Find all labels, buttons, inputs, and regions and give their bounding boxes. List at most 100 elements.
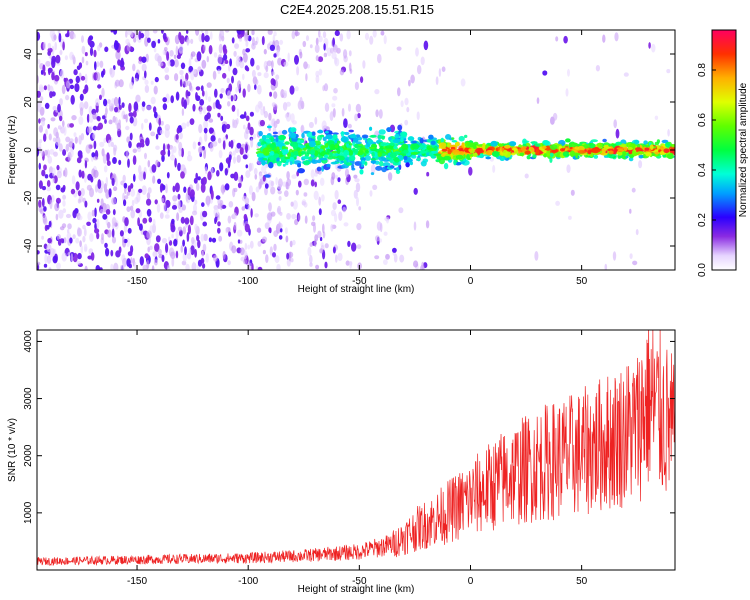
heatmap-cell bbox=[228, 154, 232, 161]
heatmap-cell bbox=[665, 142, 671, 148]
heatmap-cell bbox=[130, 188, 136, 197]
heatmap-cell bbox=[273, 243, 277, 252]
heatmap-cell bbox=[215, 195, 221, 200]
heatmap-cell bbox=[175, 250, 179, 259]
heatmap-cell bbox=[451, 140, 458, 143]
heatmap-cell bbox=[197, 176, 201, 181]
heatmap-cell bbox=[172, 195, 178, 202]
colorbar-ticks: 0.0 0.2 0.4 0.6 0.8 bbox=[697, 63, 716, 277]
heatmap-cell bbox=[247, 83, 251, 93]
heatmap-cell bbox=[171, 218, 175, 225]
heatmap-cell bbox=[334, 57, 340, 67]
heatmap-cell bbox=[534, 251, 539, 261]
heatmap-cell bbox=[143, 118, 149, 124]
heatmap-cell bbox=[343, 159, 347, 165]
heatmap-cell bbox=[317, 56, 324, 63]
heatmap-cell bbox=[230, 139, 234, 149]
heatmap-cell bbox=[135, 94, 141, 103]
heatmap-cell bbox=[234, 43, 240, 49]
heatmap-cell bbox=[55, 184, 61, 191]
heatmap-cell bbox=[155, 133, 159, 140]
heatmap-cell bbox=[158, 117, 161, 126]
heatmap-cell bbox=[217, 221, 221, 227]
heatmap-cell bbox=[294, 54, 299, 65]
heatmap-cell bbox=[666, 69, 671, 74]
heatmap-cell bbox=[413, 187, 418, 195]
heatmap-cell bbox=[202, 243, 207, 252]
heatmap-cell bbox=[663, 148, 670, 153]
heatmap-cell bbox=[204, 132, 208, 142]
heatmap-cell bbox=[145, 137, 150, 147]
heatmap-cell bbox=[140, 142, 145, 148]
heatmap-cell bbox=[177, 200, 182, 210]
heatmap-cell bbox=[294, 86, 299, 92]
heatmap-cell bbox=[179, 69, 184, 76]
heatmap-cell bbox=[353, 174, 358, 179]
heatmap-cell bbox=[86, 113, 90, 123]
heatmap-cell bbox=[79, 93, 84, 101]
heatmap-cell bbox=[159, 129, 164, 135]
heatmap-cell bbox=[341, 107, 345, 117]
figure-title: C2E4.2025.208.15.51.R15 bbox=[280, 2, 434, 17]
heatmap-cell bbox=[346, 30, 351, 40]
heatmap-cell bbox=[443, 162, 449, 170]
heatmap-cell bbox=[385, 145, 394, 149]
heatmap-cell bbox=[170, 154, 176, 161]
heatmap-cell bbox=[259, 178, 263, 189]
heatmap-cell bbox=[141, 122, 144, 130]
heatmap-cell bbox=[164, 74, 170, 81]
heatmap-cell bbox=[279, 211, 283, 216]
heatmap-cell bbox=[91, 209, 95, 217]
heatmap-cell bbox=[198, 124, 203, 134]
heatmap-cell bbox=[206, 82, 212, 88]
heatmap-cell bbox=[157, 248, 162, 255]
heatmap-cell bbox=[222, 72, 227, 79]
heatmap-cell bbox=[404, 119, 409, 126]
heatmap-cell bbox=[614, 32, 619, 42]
heatmap-cell bbox=[381, 166, 387, 173]
heatmap-cell bbox=[174, 73, 179, 82]
heatmap-cell bbox=[224, 30, 230, 33]
heatmap-cell bbox=[622, 151, 627, 156]
heatmap-cell bbox=[491, 151, 500, 157]
heatmap-cell bbox=[242, 48, 246, 56]
colorbar-tick-label: 0.0 bbox=[697, 263, 708, 277]
heatmap-cell bbox=[222, 250, 226, 260]
heatmap-cell bbox=[195, 172, 198, 180]
heatmap-cell bbox=[378, 129, 386, 135]
heatmap-cell bbox=[204, 114, 209, 122]
heatmap-cell bbox=[208, 127, 214, 134]
heatmap-cell bbox=[212, 140, 218, 147]
heatmap-cell bbox=[49, 149, 55, 155]
heatmap-cell bbox=[171, 205, 178, 210]
heatmap-cell bbox=[278, 178, 283, 188]
heatmap-cell bbox=[254, 40, 258, 46]
heatmap-cell bbox=[348, 50, 352, 57]
heatmap-cell bbox=[297, 163, 301, 168]
heatmap-cell bbox=[290, 201, 294, 207]
heatmap-cell bbox=[370, 157, 376, 161]
heatmap-cell bbox=[360, 164, 364, 167]
heatmap-cell bbox=[254, 79, 259, 85]
heatmap-cell bbox=[649, 144, 654, 151]
heatmap-cell bbox=[309, 262, 313, 267]
heatmap-cell bbox=[186, 30, 189, 34]
x-tick-label: -100 bbox=[238, 276, 258, 287]
heatmap-cell bbox=[167, 236, 171, 242]
heatmap-cell bbox=[343, 137, 348, 143]
heatmap-cell bbox=[214, 217, 217, 225]
heatmap-cell bbox=[411, 143, 420, 150]
heatmap-cell bbox=[330, 224, 334, 232]
heatmap-cell bbox=[110, 141, 115, 147]
heatmap-cell bbox=[114, 106, 119, 113]
x-tick-label: -50 bbox=[352, 276, 367, 287]
heatmap-cell bbox=[542, 140, 550, 145]
heatmap-cell bbox=[51, 45, 55, 56]
heatmap-cell bbox=[167, 143, 170, 150]
heatmap-cell bbox=[303, 192, 308, 197]
heatmap-cell bbox=[359, 169, 364, 175]
heatmap-cell bbox=[197, 141, 201, 146]
heatmap-cell bbox=[81, 170, 85, 179]
heatmap-cell bbox=[38, 180, 43, 190]
heatmap-cell bbox=[88, 113, 94, 123]
